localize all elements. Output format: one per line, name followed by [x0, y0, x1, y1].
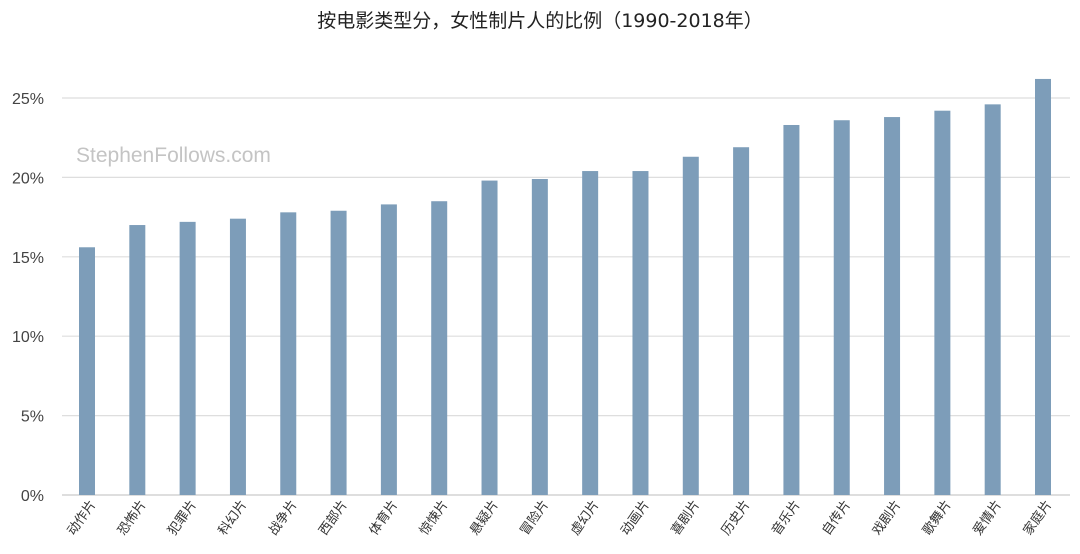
x-tick-label: 喜剧片: [669, 498, 704, 539]
bar: [280, 212, 297, 495]
x-axis: 动作片 恐怖片 犯罪片 科幻片 战争片 西部片 体育片 惊悚片 悬疑片 冒险片 虚幻片 动画片 喜剧片历…: [65, 497, 1056, 538]
bar: [632, 171, 649, 495]
bar: [1035, 78, 1051, 495]
x-tick-label: 恐怖片: [114, 497, 149, 538]
x-tick-label: 虚幻片: [568, 498, 603, 539]
x-tick-label: 悬疑片: [467, 497, 502, 538]
bar: [682, 156, 699, 496]
bar: [481, 180, 498, 496]
bar: [733, 147, 750, 495]
bar: [330, 210, 347, 496]
bar: [783, 124, 800, 495]
x-tick-label: 惊悚片: [417, 498, 452, 539]
bar: [129, 225, 146, 496]
x-tick-label: 家庭片: [1020, 497, 1055, 538]
x-tick-label: 科幻片: [216, 498, 251, 539]
bar: [79, 247, 95, 495]
y-tick-label: 25%: [12, 91, 44, 108]
x-tick-label: 动画片: [618, 498, 653, 539]
y-tick-label: 0%: [21, 488, 44, 505]
bar: [984, 104, 1001, 496]
x-tick-label: 自传片: [820, 498, 855, 539]
bar: [179, 221, 196, 495]
bar: [431, 201, 448, 495]
x-tick-label: 爱情片: [970, 498, 1005, 539]
watermark: StephenFollows.com: [76, 144, 271, 167]
x-tick-label: 戏剧片: [870, 498, 905, 539]
bars: [79, 78, 1051, 496]
y-tick-label: 20%: [12, 170, 44, 187]
bar: [531, 178, 548, 495]
y-axis: 0% 5% 10% 15% 20% 25%: [12, 91, 44, 505]
x-tick-label: 西部片: [316, 498, 351, 539]
x-tick-label: 冒险片: [518, 498, 553, 539]
x-tick-label: 历史片: [719, 498, 754, 539]
x-tick-label: 音乐片: [768, 497, 803, 538]
x-tick-label: 战争片: [266, 498, 301, 539]
bar: [934, 110, 951, 495]
bar: [229, 218, 246, 496]
bar: [582, 171, 599, 495]
x-tick-label: 犯罪片: [165, 498, 200, 539]
x-tick-label: 动作片: [65, 498, 100, 539]
y-tick-label: 10%: [12, 329, 44, 346]
x-tick-label: 体育片: [366, 497, 401, 538]
y-tick-label: 15%: [12, 250, 44, 267]
bar: [380, 204, 397, 495]
bar: [833, 120, 850, 496]
chart-title: 按电影类型分，女性制片人的比例（1990-2018年）: [317, 10, 763, 32]
bar: [884, 117, 901, 495]
x-tick-label: 歌舞片: [920, 498, 955, 539]
y-tick-label: 5%: [21, 409, 44, 426]
